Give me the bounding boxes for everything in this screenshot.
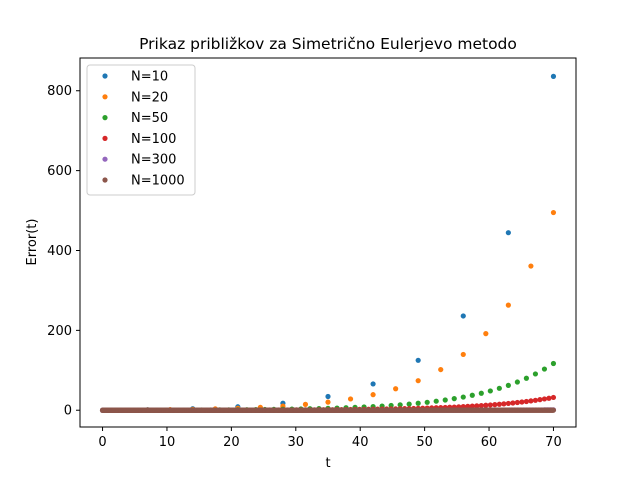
- point: [523, 375, 530, 381]
- legend-label: N=100: [131, 132, 176, 147]
- point: [302, 401, 309, 407]
- data-points: [99, 73, 557, 413]
- point: [537, 397, 543, 403]
- point: [415, 357, 421, 363]
- point: [487, 388, 493, 394]
- point: [451, 396, 457, 402]
- legend-box: [86, 64, 196, 196]
- y-tick-label: 200: [47, 324, 72, 339]
- legend-marker: [102, 115, 108, 121]
- x-tick-label: 50: [416, 435, 433, 450]
- y-axis-label: Error(t): [25, 219, 40, 266]
- plot-frame: [79, 57, 577, 428]
- point: [528, 263, 534, 269]
- x-tick-label: 30: [288, 435, 305, 450]
- point: [460, 313, 466, 319]
- point: [496, 385, 502, 391]
- point: [532, 397, 539, 403]
- point: [460, 351, 466, 358]
- chart-title: Prikaz približkov za Simetrično Eulerjev…: [139, 35, 517, 53]
- point: [514, 379, 520, 385]
- point: [347, 396, 354, 402]
- point: [514, 399, 520, 406]
- point: [325, 393, 331, 400]
- legend-label: N=10: [131, 70, 168, 85]
- y-tick-label: 800: [47, 84, 72, 99]
- point: [492, 402, 498, 408]
- point: [478, 402, 484, 409]
- point: [442, 397, 448, 403]
- point: [523, 398, 530, 405]
- y-tick-label: 0: [64, 404, 72, 419]
- x-axis-label: t: [325, 456, 330, 471]
- point: [325, 399, 331, 405]
- legend-marker: [102, 135, 108, 141]
- point: [501, 401, 507, 407]
- legend-label: N=50: [131, 111, 168, 126]
- point: [541, 396, 548, 402]
- legend-marker: [102, 156, 108, 162]
- point: [546, 395, 552, 401]
- point: [483, 402, 489, 408]
- point: [528, 398, 534, 404]
- y-axis-ticks: 0 200 400 600 800: [47, 84, 80, 419]
- legend-marker: [102, 94, 108, 100]
- point: [397, 402, 403, 408]
- legend: N=10 N=20 N=50 N=100 N=300 N=1000: [86, 64, 196, 196]
- point: [532, 371, 539, 377]
- point: [496, 401, 502, 407]
- point: [487, 402, 493, 408]
- point: [370, 392, 376, 398]
- y-tick-label: 600: [47, 164, 72, 179]
- point: [469, 403, 475, 409]
- point: [550, 73, 557, 79]
- point: [505, 302, 511, 308]
- point: [406, 401, 412, 407]
- legend-label: N=20: [131, 90, 168, 105]
- legend-label: N=300: [131, 153, 176, 168]
- point: [505, 230, 511, 236]
- point: [483, 331, 489, 337]
- x-tick-label: 20: [223, 435, 240, 450]
- point: [415, 400, 421, 406]
- point: [510, 400, 516, 406]
- point: [550, 394, 557, 401]
- x-tick-label: 0: [98, 435, 106, 450]
- point: [505, 400, 511, 407]
- series-N=1000: [99, 407, 557, 413]
- legend-marker: [102, 177, 108, 183]
- point: [550, 407, 557, 413]
- point: [433, 398, 439, 404]
- point: [469, 392, 475, 398]
- point: [460, 394, 466, 400]
- x-tick-label: 70: [545, 435, 562, 450]
- point: [550, 209, 557, 216]
- point: [505, 382, 511, 388]
- point: [370, 381, 376, 387]
- legend-marker: [102, 73, 108, 79]
- x-axis-ticks: 0 10 20 30 40 50 60 70: [98, 427, 562, 450]
- point: [541, 366, 548, 372]
- x-tick-label: 40: [352, 435, 369, 450]
- point: [393, 386, 399, 392]
- y-tick-label: 400: [47, 244, 72, 259]
- series-N=20: [99, 209, 557, 413]
- point: [438, 366, 444, 373]
- legend-label: N=1000: [131, 174, 185, 189]
- point: [474, 403, 480, 409]
- point: [519, 399, 525, 405]
- point: [550, 360, 557, 367]
- x-tick-label: 60: [481, 435, 498, 450]
- point: [478, 390, 484, 396]
- x-tick-label: 10: [159, 435, 176, 450]
- point: [415, 378, 421, 384]
- point: [424, 399, 430, 405]
